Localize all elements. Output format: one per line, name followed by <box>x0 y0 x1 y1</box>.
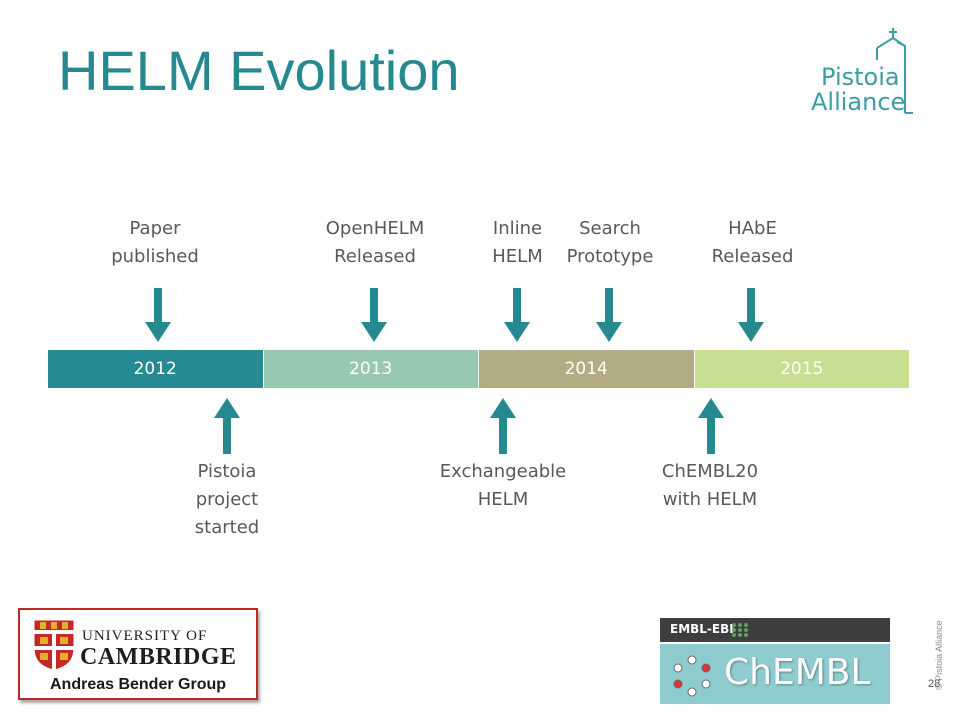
timeline-year-2012: 2012 <box>48 350 263 388</box>
embl-ebi-label: EMBL-EBI <box>670 622 734 636</box>
event-exchangeable-helm: Exchangeable HELM <box>439 461 567 510</box>
cambridge-name: CAMBRIDGE <box>80 644 237 670</box>
cambridge-shield-icon <box>33 619 75 671</box>
arrow-up-chembl20 <box>698 398 724 454</box>
timeline-year-2013: 2013 <box>262 350 478 388</box>
event-inline-helm: Inline HELM <box>492 218 543 267</box>
event-search-prototype: Search Prototype <box>566 218 654 267</box>
timeline-bar: 2012 2013 2014 2015 <box>48 350 909 388</box>
ebi-cube-icon <box>732 623 748 637</box>
copyright-text: © Pistoia Alliance <box>934 620 944 690</box>
arrow-down-search <box>596 288 622 342</box>
event-openhelm-released: OpenHELM Released <box>325 218 425 267</box>
arrow-up-exchangeable <box>490 398 516 454</box>
cambridge-logo: UNIVERSITY OF CAMBRIDGE Andreas Bender G… <box>18 608 258 700</box>
logo-word-pistoia: Pistoia <box>821 63 900 91</box>
chembl-name: ChEMBL <box>724 652 871 693</box>
page-number: 28 <box>928 678 941 690</box>
arrow-down-paper <box>145 288 171 342</box>
pistoia-alliance-logo: Pistoia Alliance <box>805 18 935 118</box>
timeline-year-2015: 2015 <box>693 350 909 388</box>
chembl-topbar <box>660 618 890 642</box>
event-paper-published: Paper published <box>111 218 199 267</box>
cambridge-group-name: Andreas Bender Group <box>49 676 227 693</box>
chembl-logo: EMBL-EBI ChEMBL <box>660 618 890 704</box>
event-pistoia-project-started: Pistoia project started <box>194 461 260 538</box>
molecule-ring-icon <box>673 655 711 697</box>
page-title: HELM Evolution <box>58 39 460 102</box>
cambridge-university-of: UNIVERSITY OF <box>82 628 208 644</box>
chembl-main-panel <box>660 644 890 704</box>
logo-word-alliance: Alliance <box>811 88 906 116</box>
arrow-up-pistoia <box>214 398 240 454</box>
tower-icon <box>876 28 913 114</box>
event-chembl20-with-helm: ChEMBL20 with HELM <box>661 461 759 510</box>
arrow-down-inline <box>504 288 530 342</box>
arrow-down-openhelm <box>361 288 387 342</box>
timeline-year-2014: 2014 <box>478 350 694 388</box>
event-habe-released: HAbE Released <box>711 218 794 267</box>
arrow-down-habe <box>738 288 764 342</box>
